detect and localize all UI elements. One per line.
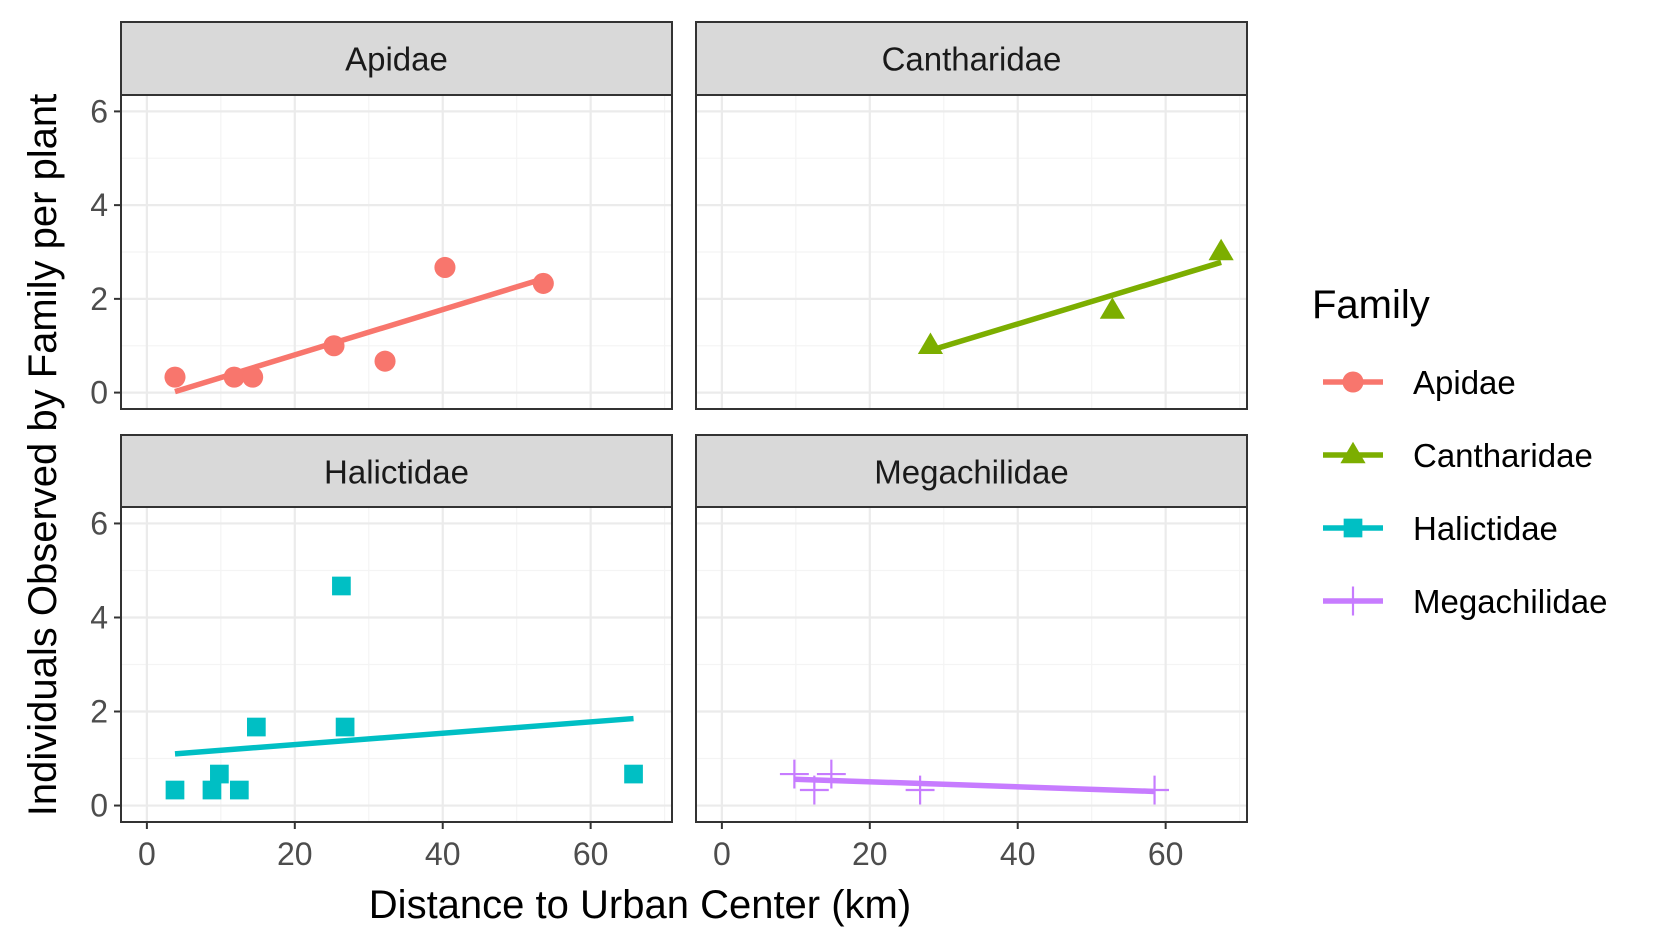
facet-strip-apidae bbox=[120, 21, 673, 96]
x-tick-label: 0 bbox=[138, 836, 156, 872]
facet-strip-megachilidae bbox=[695, 434, 1248, 509]
legend-label-cantharidae: Cantharidae bbox=[1413, 437, 1593, 474]
x-tick-label: 40 bbox=[1000, 836, 1036, 872]
y-tick-label: 4 bbox=[90, 187, 108, 223]
data-point-halictidae bbox=[335, 717, 355, 737]
legend-label-apidae: Apidae bbox=[1413, 364, 1516, 401]
facet-panels: Apidae Cantharidae Halictidae Megachilidae bbox=[120, 21, 1248, 823]
data-point-cantharidae bbox=[917, 332, 944, 354]
y-tick-label: 6 bbox=[90, 93, 108, 129]
data-point-cantharidae bbox=[1099, 297, 1125, 319]
y-tick-label: 4 bbox=[90, 599, 108, 635]
data-point-apidae bbox=[242, 366, 264, 388]
x-tick-label: 0 bbox=[713, 836, 731, 872]
data-point-halictidae bbox=[229, 780, 249, 800]
legend-key-marker-halictidae bbox=[1343, 518, 1363, 538]
trend-line-cantharidae bbox=[929, 259, 1222, 354]
facet-halictidae: Halictidae bbox=[120, 434, 673, 823]
data-point-megachilidae bbox=[779, 759, 809, 789]
data-point-apidae bbox=[323, 335, 345, 357]
y-tick-label: 2 bbox=[90, 281, 108, 317]
facet-strip-label-apidae: Apidae bbox=[345, 41, 448, 78]
x-tick-label: 60 bbox=[573, 836, 609, 872]
trend-line-halictidae bbox=[174, 715, 634, 757]
legend: Family Apidae Cantharidae Halictidae Megach… bbox=[1312, 283, 1607, 620]
legend-key-marker-megachilidae bbox=[1338, 586, 1368, 616]
facet-strip-label-halictidae: Halictidae bbox=[324, 454, 469, 491]
x-tick-label: 20 bbox=[852, 836, 888, 872]
panel-border-halictidae bbox=[120, 506, 673, 823]
data-point-halictidae bbox=[624, 764, 643, 784]
y-tick-label: 0 bbox=[90, 375, 108, 411]
facet-cantharidae: Cantharidae bbox=[695, 21, 1248, 410]
data-point-megachilidae bbox=[1140, 775, 1169, 805]
data-point-apidae bbox=[532, 272, 554, 294]
data-point-apidae bbox=[223, 366, 245, 388]
data-point-megachilidae bbox=[905, 775, 935, 805]
legend-key-marker-apidae bbox=[1342, 371, 1364, 393]
legend-item-cantharidae: Cantharidae bbox=[1323, 437, 1593, 474]
x-tick-label: 40 bbox=[425, 836, 461, 872]
facet-strip-label-cantharidae: Cantharidae bbox=[882, 41, 1062, 78]
panel-border-megachilidae bbox=[695, 506, 1248, 823]
legend-label-halictidae: Halictidae bbox=[1413, 510, 1558, 547]
data-point-halictidae bbox=[202, 780, 222, 800]
data-point-megachilidae bbox=[799, 775, 829, 805]
data-point-apidae bbox=[374, 350, 396, 372]
data-point-megachilidae bbox=[816, 759, 846, 789]
legend-title: Family bbox=[1312, 283, 1430, 327]
facet-apidae: Apidae bbox=[120, 21, 673, 410]
y-tick-label: 6 bbox=[90, 505, 108, 541]
data-point-apidae bbox=[164, 366, 186, 388]
data-point-cantharidae bbox=[1208, 238, 1234, 261]
facet-megachilidae: Megachilidae bbox=[695, 434, 1248, 823]
legend-label-megachilidae: Megachilidae bbox=[1413, 583, 1607, 620]
y-axis-title: Individuals Observed by Family per plant bbox=[21, 94, 65, 817]
y-tick-label: 0 bbox=[90, 788, 108, 824]
data-point-apidae bbox=[434, 256, 456, 279]
y-tick-label: 2 bbox=[90, 694, 108, 730]
panel-border-cantharidae bbox=[695, 94, 1248, 410]
x-tick-label: 20 bbox=[277, 836, 313, 872]
data-point-halictidae bbox=[332, 576, 351, 596]
facet-strip-label-megachilidae: Megachilidae bbox=[874, 454, 1068, 491]
data-point-halictidae bbox=[210, 764, 229, 784]
data-point-halictidae bbox=[246, 717, 266, 737]
x-tick-label: 60 bbox=[1148, 836, 1184, 872]
legend-item-megachilidae: Megachilidae bbox=[1323, 583, 1607, 620]
data-point-halictidae bbox=[165, 780, 185, 800]
panel-border-apidae bbox=[120, 94, 673, 410]
legend-item-apidae: Apidae bbox=[1323, 364, 1516, 401]
legend-item-halictidae: Halictidae bbox=[1323, 510, 1558, 547]
legend-key-marker-cantharidae bbox=[1340, 441, 1366, 464]
x-axis-title: Distance to Urban Center (km) bbox=[369, 883, 911, 927]
facet-strip-halictidae bbox=[120, 434, 673, 509]
trend-line-megachilidae bbox=[794, 776, 1155, 795]
